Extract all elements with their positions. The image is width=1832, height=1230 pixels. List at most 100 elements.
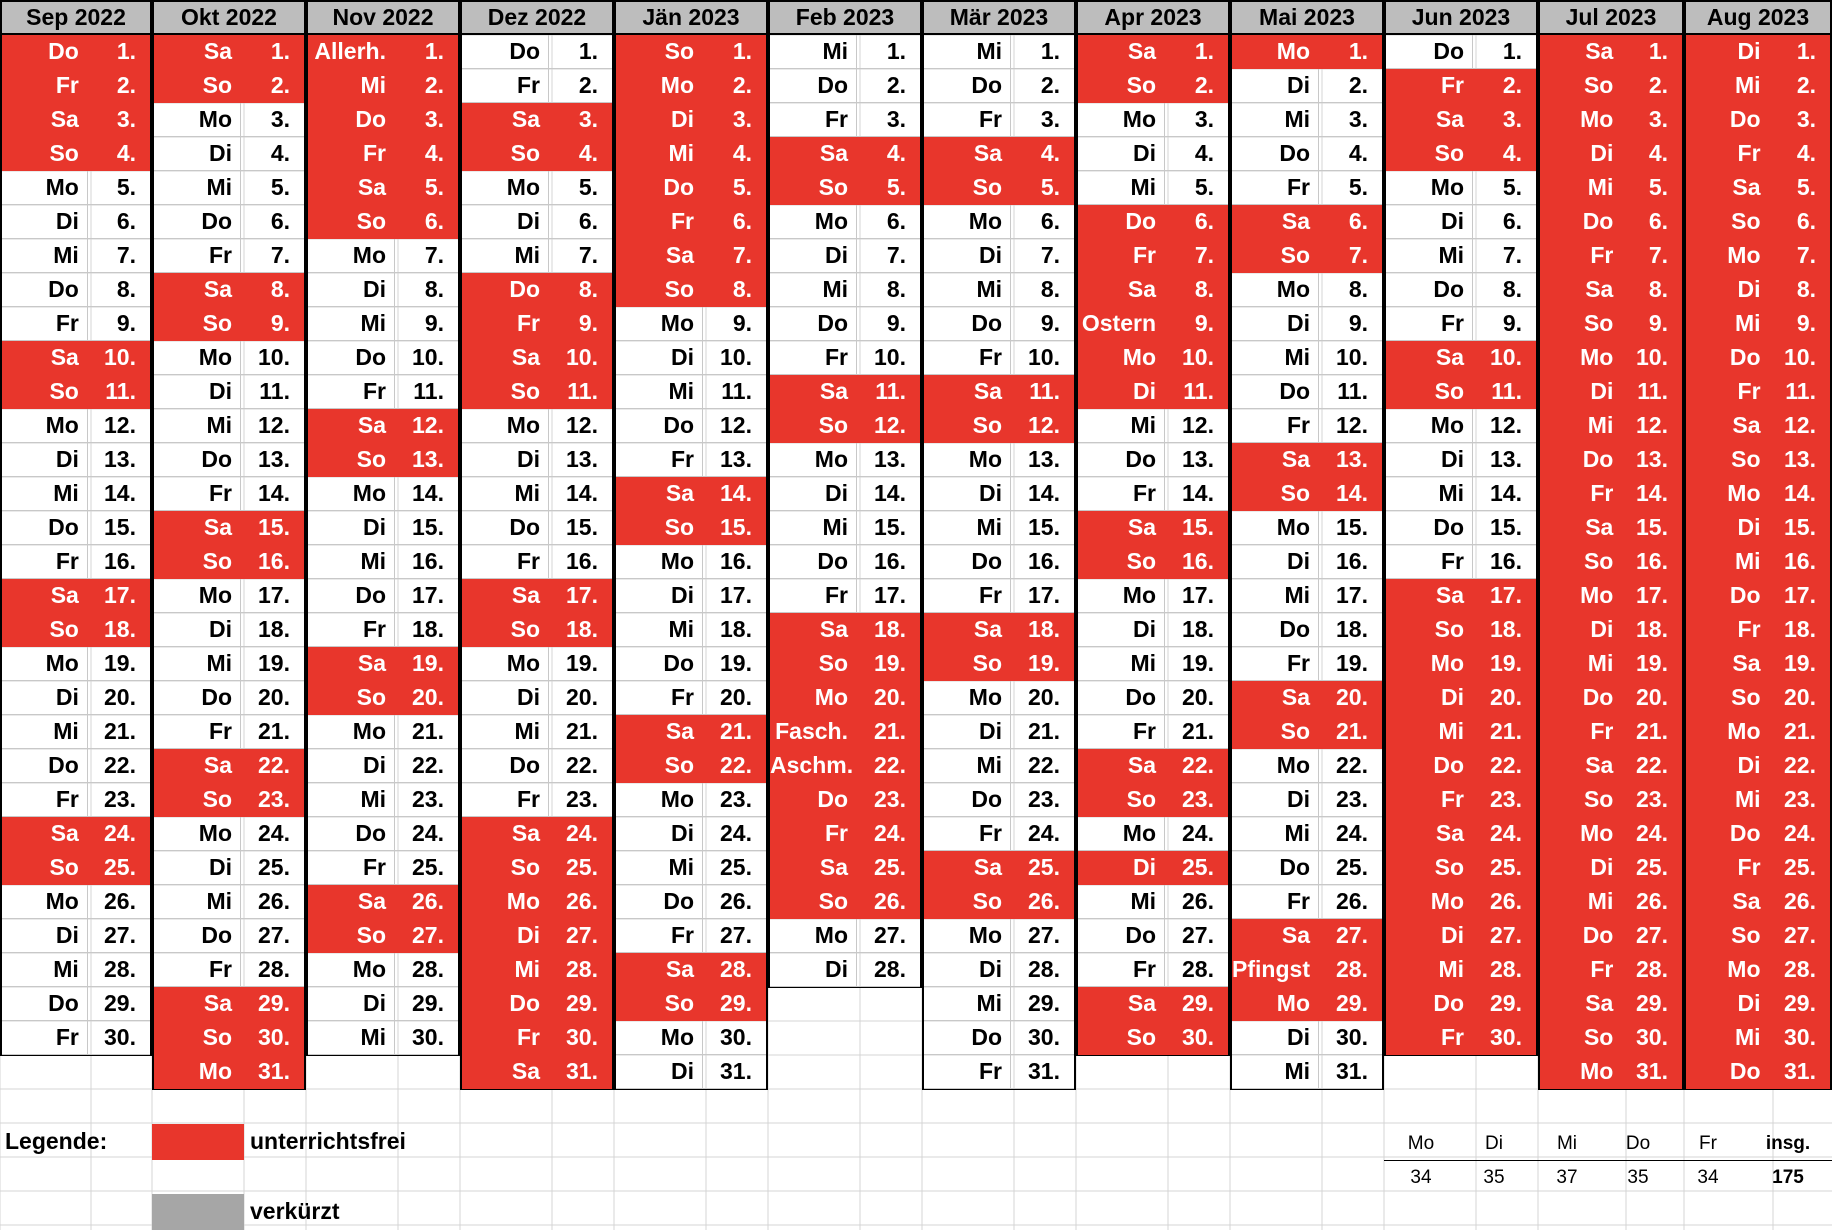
day-number: 27. <box>258 922 290 948</box>
day-number: 10. <box>1784 344 1816 370</box>
day-cell: Mi 8. <box>770 273 920 307</box>
day-cell: Di 6. <box>1386 205 1536 239</box>
day-number: 28. <box>566 956 598 982</box>
day-cell: Mo 19. <box>462 647 612 681</box>
day-cell: Mo 14. <box>308 477 458 511</box>
day-cell: So 13. <box>308 443 458 477</box>
weekday-label: Mi <box>308 1021 395 1054</box>
day-cell: Mi 21. <box>1386 715 1536 749</box>
day-number: 4. <box>1348 140 1368 166</box>
day-cell: Sa 29. <box>154 987 304 1021</box>
day-cell: Fr 25. <box>308 851 458 885</box>
weekday-label: Mo <box>1686 953 1770 986</box>
weekday-label: Mo <box>770 205 857 238</box>
day-cell: Di 7. <box>924 239 1074 273</box>
day-cell: Mi 16. <box>308 545 458 579</box>
day-number: 25. <box>720 854 752 880</box>
day-cell: Mi 18. <box>616 613 766 647</box>
weekday-label: Do <box>924 307 1011 340</box>
weekday-label: Mo <box>770 919 857 952</box>
day-number: 24. <box>874 820 906 846</box>
day-cell: Di 9. <box>1232 307 1382 341</box>
day-cell: Sa 29. <box>1078 987 1228 1021</box>
day-number: 6. <box>270 208 290 234</box>
day-cell: Fr 16. <box>1386 545 1536 579</box>
day-number: 2. <box>1796 72 1816 98</box>
weekday-label: Fr <box>924 341 1011 374</box>
weekday-label: Do <box>308 817 395 850</box>
day-number: 7. <box>886 242 906 268</box>
day-number: 29. <box>1636 990 1668 1016</box>
weekday-label: Di <box>924 239 1011 272</box>
day-cell: Mo 3. <box>1540 103 1682 137</box>
day-cell: Mo 14. <box>1686 477 1830 511</box>
weekday-label: Do <box>924 783 1011 816</box>
weekday-label: Do <box>1540 205 1623 238</box>
day-number: 13. <box>258 446 290 472</box>
day-number: 22. <box>1784 752 1816 778</box>
day-cell: Sa 3. <box>2 103 150 137</box>
day-number: 16. <box>720 548 752 574</box>
stats-value: 35 <box>1483 1167 1505 1188</box>
day-number: 4. <box>1648 140 1668 166</box>
day-number: 19. <box>1490 650 1522 676</box>
weekday-label: Mi <box>1386 715 1473 748</box>
day-cell: So 9. <box>154 307 304 341</box>
day-cell: Fr 28. <box>1078 953 1228 987</box>
weekday-label: Mi <box>462 953 549 986</box>
day-cell: So 21. <box>1232 715 1382 749</box>
day-number: 7. <box>578 242 598 268</box>
day-number: 2. <box>116 72 136 98</box>
weekday-label: Mi <box>308 69 395 102</box>
day-number: 21. <box>258 718 290 744</box>
day-cell: Di 15. <box>1686 511 1830 545</box>
day-number: 26. <box>1636 888 1668 914</box>
day-number: 23. <box>412 786 444 812</box>
day-cell: Fr 17. <box>770 579 920 613</box>
weekday-label: Mi <box>1686 69 1770 102</box>
weekday-label: Mo <box>462 171 549 204</box>
day-number: 29. <box>1490 990 1522 1016</box>
day-number: 21. <box>1490 718 1522 744</box>
day-number: 7. <box>1348 242 1368 268</box>
weekday-label: Sa <box>924 375 1011 408</box>
day-cell: Di 4. <box>1540 137 1682 171</box>
day-number: 4. <box>1502 140 1522 166</box>
day-cell: Mi 21. <box>2 715 150 749</box>
day-number: 6. <box>1348 208 1368 234</box>
weekday-label: Mi <box>2 477 88 510</box>
day-cell: Mo 20. <box>770 681 920 715</box>
day-number: 23. <box>720 786 752 812</box>
month-header: Feb 2023 <box>768 0 922 35</box>
weekday-label: Do <box>616 885 703 918</box>
weekday-label: Di <box>1540 137 1623 170</box>
weekday-label: Mi <box>154 647 241 680</box>
weekday-label: Mi <box>770 35 857 68</box>
day-number: 1. <box>1348 38 1368 64</box>
day-cell: Mo 27. <box>770 919 920 953</box>
month-header: Jän 2023 <box>614 0 768 35</box>
day-cell: Fr 11. <box>1686 375 1830 409</box>
day-cell: Mo 10. <box>154 341 304 375</box>
day-number: 3. <box>424 106 444 132</box>
day-cell: Do 12. <box>616 409 766 443</box>
day-cell: Fr 5. <box>1232 171 1382 205</box>
weekday-label: Sa <box>1232 205 1319 238</box>
weekday-label: Di <box>924 715 1011 748</box>
day-cell: Di 2. <box>1232 69 1382 103</box>
weekday-label: Sa <box>1232 681 1319 714</box>
weekday-label: Mi <box>308 307 395 340</box>
day-cell: Do 31. <box>1686 1055 1830 1089</box>
day-number: 11. <box>1029 378 1060 404</box>
day-number: 27. <box>720 922 752 948</box>
day-number: 12. <box>720 412 752 438</box>
weekday-label: Fr <box>1686 613 1770 646</box>
weekday-label: So <box>770 171 857 204</box>
weekday-label: Sa <box>616 477 703 510</box>
day-cell: Mo 21. <box>308 715 458 749</box>
day-cell: Di 30. <box>1232 1021 1382 1055</box>
day-number: 1. <box>424 38 444 64</box>
day-number: 20. <box>1182 684 1214 710</box>
weekday-label: Fr <box>1232 409 1319 442</box>
weekday-label: Sa <box>770 851 857 884</box>
